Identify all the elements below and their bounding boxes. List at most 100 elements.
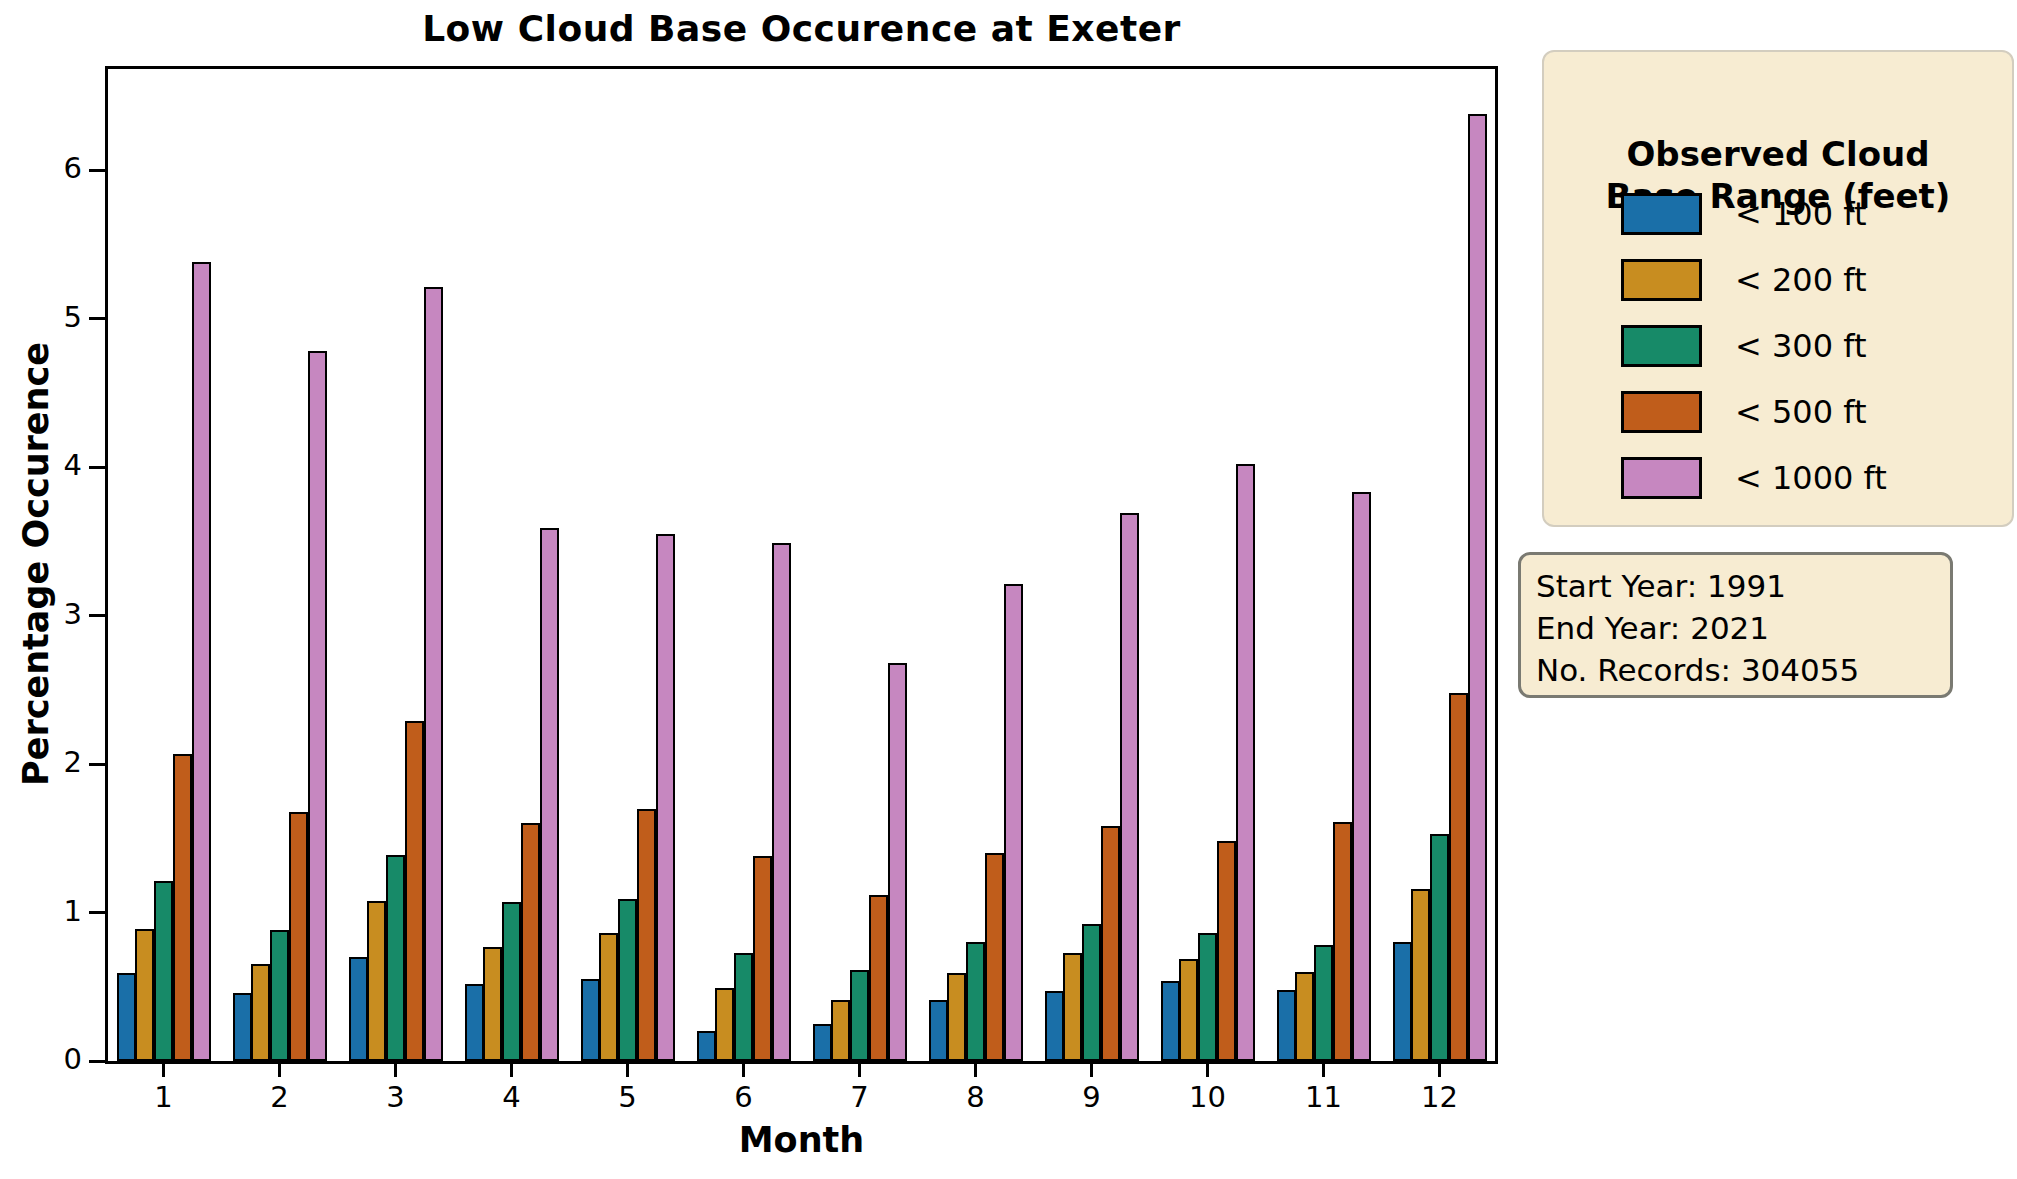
bar-500ft-month-10 <box>1217 841 1236 1061</box>
bar-300ft-month-8 <box>966 942 985 1061</box>
bar-100ft-month-12 <box>1393 942 1412 1061</box>
bar-200ft-month-1 <box>135 929 154 1061</box>
info-box: Start Year: 1991End Year: 2021No. Record… <box>1518 552 1953 698</box>
x-tick-label: 12 <box>1405 1080 1475 1114</box>
legend-label-1: < 100 ft <box>1735 192 1866 236</box>
x-tick-label: 10 <box>1173 1080 1243 1114</box>
x-tick-mark <box>1206 1064 1209 1077</box>
bar-200ft-month-8 <box>947 973 966 1061</box>
y-tick-mark <box>89 614 105 617</box>
x-tick-mark <box>510 1064 513 1077</box>
bar-200ft-month-3 <box>367 901 386 1061</box>
x-tick-mark <box>162 1064 165 1077</box>
bar-500ft-month-11 <box>1333 822 1352 1061</box>
bar-500ft-month-8 <box>985 853 1004 1061</box>
bar-500ft-month-2 <box>289 812 308 1061</box>
y-tick-mark <box>89 1060 105 1063</box>
info-line-1: Start Year: 1991 <box>1536 565 1950 607</box>
y-tick-mark <box>89 911 105 914</box>
x-tick-mark <box>278 1064 281 1077</box>
info-line-3: No. Records: 304055 <box>1536 649 1950 691</box>
legend-label-5: < 1000 ft <box>1735 456 1887 500</box>
y-tick-label: 0 <box>20 1042 82 1076</box>
legend-swatch-2 <box>1621 259 1702 301</box>
legend-swatch-4 <box>1621 391 1702 433</box>
y-tick-label: 1 <box>20 894 82 928</box>
bar-1000ft-month-11 <box>1352 492 1371 1061</box>
bar-1000ft-month-3 <box>424 287 443 1061</box>
bar-200ft-month-12 <box>1411 889 1430 1061</box>
bar-1000ft-month-4 <box>540 528 559 1061</box>
bar-1000ft-month-5 <box>656 534 675 1061</box>
x-tick-mark <box>742 1064 745 1077</box>
x-tick-label: 4 <box>477 1080 547 1114</box>
x-tick-mark <box>626 1064 629 1077</box>
bar-100ft-month-4 <box>465 984 484 1061</box>
legend-swatch-3 <box>1621 325 1702 367</box>
bar-200ft-month-6 <box>715 988 734 1061</box>
x-tick-label: 1 <box>129 1080 199 1114</box>
y-tick-mark <box>89 466 105 469</box>
bar-100ft-month-2 <box>233 993 252 1061</box>
bar-500ft-month-9 <box>1101 826 1120 1061</box>
bar-100ft-month-5 <box>581 979 600 1061</box>
x-tick-label: 9 <box>1057 1080 1127 1114</box>
x-tick-mark <box>394 1064 397 1077</box>
bar-500ft-month-6 <box>753 856 772 1061</box>
x-tick-label: 11 <box>1289 1080 1359 1114</box>
bar-200ft-month-4 <box>483 947 502 1061</box>
bar-1000ft-month-10 <box>1236 464 1255 1061</box>
bar-200ft-month-5 <box>599 933 618 1061</box>
bar-300ft-month-6 <box>734 953 753 1061</box>
bar-500ft-month-7 <box>869 895 888 1061</box>
bar-300ft-month-11 <box>1314 945 1333 1061</box>
bar-1000ft-month-9 <box>1120 513 1139 1061</box>
legend-label-4: < 500 ft <box>1735 390 1866 434</box>
x-tick-mark <box>1438 1064 1441 1077</box>
info-line-2: End Year: 2021 <box>1536 607 1950 649</box>
bar-500ft-month-5 <box>637 809 656 1061</box>
bar-300ft-month-2 <box>270 930 289 1061</box>
legend-swatch-1 <box>1621 193 1702 235</box>
y-tick-label: 4 <box>20 448 82 482</box>
legend: Observed Cloud Base Range (feet) < 100 f… <box>1542 50 2014 527</box>
bar-200ft-month-10 <box>1179 959 1198 1061</box>
bar-200ft-month-11 <box>1295 972 1314 1061</box>
bar-300ft-month-1 <box>154 881 173 1061</box>
bar-100ft-month-9 <box>1045 991 1064 1061</box>
bar-1000ft-month-2 <box>308 351 327 1061</box>
bar-300ft-month-4 <box>502 902 521 1061</box>
y-tick-label: 6 <box>20 151 82 185</box>
x-tick-label: 6 <box>709 1080 779 1114</box>
y-tick-label: 2 <box>20 745 82 779</box>
bar-500ft-month-1 <box>173 754 192 1061</box>
bar-200ft-month-9 <box>1063 953 1082 1061</box>
bar-100ft-month-8 <box>929 1000 948 1061</box>
bar-500ft-month-4 <box>521 823 540 1061</box>
bar-100ft-month-3 <box>349 957 368 1061</box>
x-tick-label: 7 <box>825 1080 895 1114</box>
bar-300ft-month-5 <box>618 899 637 1061</box>
bar-300ft-month-10 <box>1198 933 1217 1061</box>
bar-1000ft-month-7 <box>888 663 907 1061</box>
bar-300ft-month-3 <box>386 855 405 1061</box>
y-tick-mark <box>89 169 105 172</box>
x-tick-mark <box>1322 1064 1325 1077</box>
bar-500ft-month-3 <box>405 721 424 1061</box>
bar-300ft-month-7 <box>850 970 869 1061</box>
x-tick-label: 3 <box>361 1080 431 1114</box>
x-tick-label: 5 <box>593 1080 663 1114</box>
x-tick-mark <box>1090 1064 1093 1077</box>
legend-label-2: < 200 ft <box>1735 258 1866 302</box>
y-tick-label: 3 <box>20 597 82 631</box>
bar-500ft-month-12 <box>1449 693 1468 1061</box>
bar-100ft-month-10 <box>1161 981 1180 1061</box>
bar-1000ft-month-1 <box>192 262 211 1061</box>
bar-100ft-month-1 <box>117 973 136 1061</box>
bar-1000ft-month-8 <box>1004 584 1023 1061</box>
y-tick-mark <box>89 317 105 320</box>
bar-1000ft-month-6 <box>772 543 791 1061</box>
bar-100ft-month-11 <box>1277 990 1296 1061</box>
y-tick-mark <box>89 763 105 766</box>
bar-200ft-month-2 <box>251 964 270 1061</box>
